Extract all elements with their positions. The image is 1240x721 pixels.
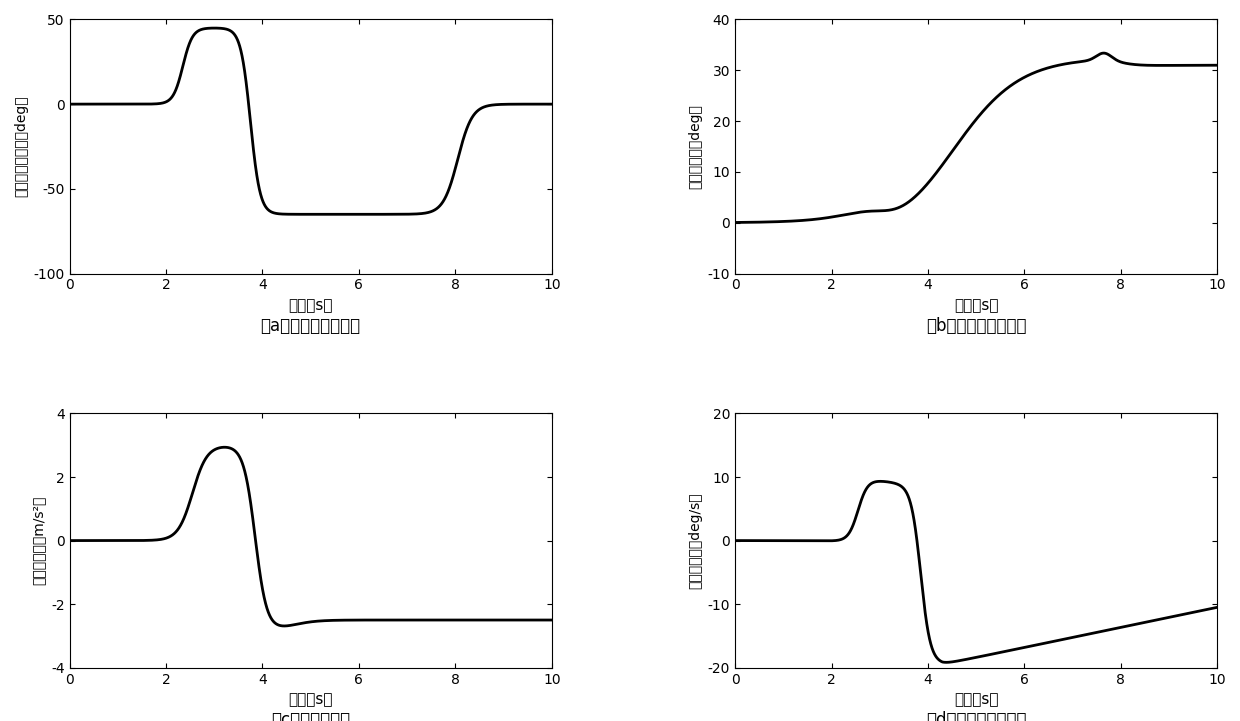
Text: （d）车辆横摇角速度: （d）车辆横摇角速度	[926, 711, 1027, 721]
X-axis label: 时间（s）: 时间（s）	[954, 298, 998, 313]
Y-axis label: 输入方向盘转车（deg）: 输入方向盘转车（deg）	[14, 96, 27, 198]
X-axis label: 时间（s）: 时间（s）	[289, 298, 332, 313]
Text: （b）车辆质心侧偏角: （b）车辆质心侧偏角	[926, 317, 1027, 335]
Text: （c）侧向加速度: （c）侧向加速度	[272, 711, 350, 721]
Text: （a）输入方向盘转车: （a）输入方向盘转车	[260, 317, 361, 335]
X-axis label: 时间（s）: 时间（s）	[954, 692, 998, 707]
Y-axis label: 横摇角速度（deg/s）: 横摇角速度（deg/s）	[688, 492, 702, 589]
X-axis label: 时间（s）: 时间（s）	[289, 692, 332, 707]
Y-axis label: 质心侧偏角（deg）: 质心侧偏角（deg）	[688, 104, 702, 189]
Y-axis label: 侧向加速度（m/s²）: 侧向加速度（m/s²）	[31, 496, 46, 585]
